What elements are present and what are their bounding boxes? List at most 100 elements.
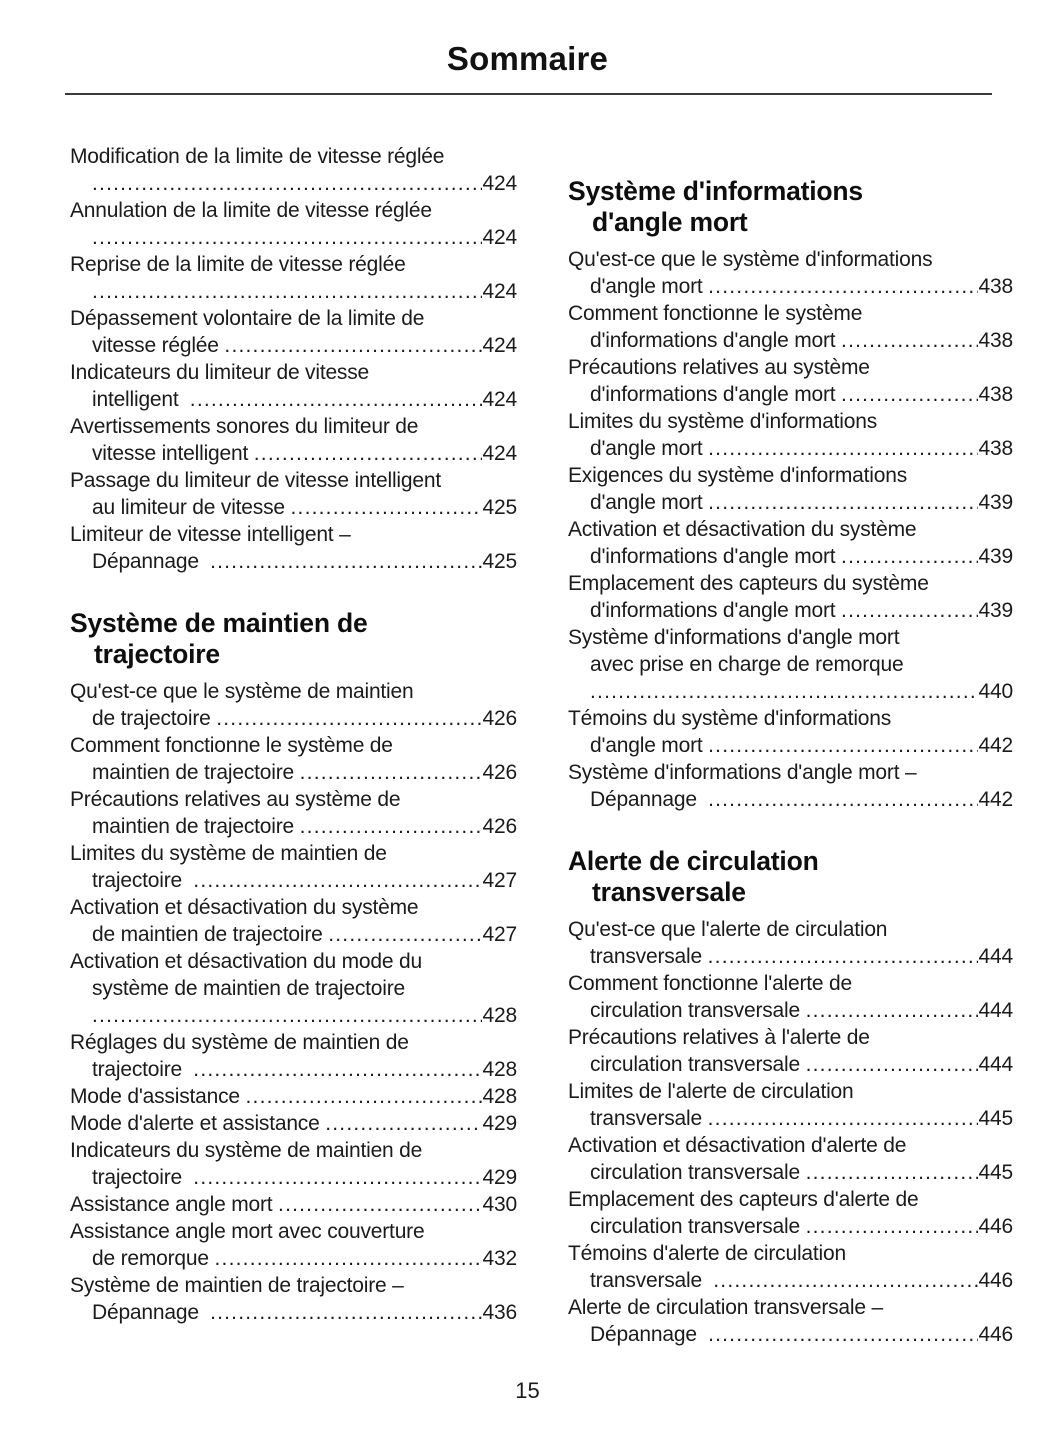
toc-page-ref: 438 [978, 437, 1014, 460]
dot-leader: ........................................… [290, 496, 482, 519]
toc-entry-line: Reprise de la limite de vitesse réglée [70, 253, 406, 276]
toc-column-right: Système d'informations d'angle mort Qu'est… [568, 143, 1013, 1348]
toc-page-ref: 444 [978, 1053, 1014, 1076]
toc-entry-line: vitesse intelligent ....................… [70, 440, 517, 467]
toc-page-ref: 442 [978, 788, 1014, 811]
toc-page-ref: 426 [482, 707, 518, 730]
toc-entry-text: trajectoire [92, 869, 194, 892]
toc-entry: Comment fonctionne l'alerte de circulatio… [568, 970, 1013, 1024]
toc-page-ref: 425 [482, 550, 518, 573]
toc-entry-text: transversale [590, 1107, 708, 1130]
toc-entry: Comment fonctionne le système de maintien… [70, 732, 517, 786]
toc-entry-line: Qu'est-ce que le système de maintien [70, 680, 414, 703]
dot-leader: ........................................… [193, 1058, 482, 1081]
toc-page-ref: 439 [978, 491, 1014, 514]
title-divider [65, 93, 992, 95]
dot-leader: ........................................… [92, 172, 482, 195]
toc-entry-text: trajectoire [92, 1166, 194, 1189]
dot-leader: ........................................… [92, 280, 482, 303]
toc-entry: Reprise de la limite de vitesse réglée..… [70, 251, 517, 305]
toc-entry: Emplacement des capteurs du système d'inf… [568, 570, 1013, 624]
toc-page-ref: 445 [978, 1161, 1014, 1184]
toc-column-left: Modification de la limite de vitesse rég… [70, 143, 517, 1348]
toc-entry: Activation et désactivation du système de… [70, 894, 517, 948]
dot-leader: ........................................… [245, 1085, 482, 1108]
toc-page-ref: 446 [978, 1323, 1014, 1346]
toc-entry-line: Dépannage ..............................… [70, 548, 517, 575]
toc-entry-line: Limiteur de vitesse intelligent – [70, 523, 351, 546]
toc-entry-line: trajectoire ............................… [70, 1056, 517, 1083]
toc-page-ref: 446 [978, 1269, 1014, 1292]
toc-entry-text: transversale [590, 945, 708, 968]
dot-leader: ........................................… [210, 1301, 481, 1324]
toc-entry-text: Dépannage [590, 788, 709, 811]
toc-entry-line: Dépannage ..............................… [568, 786, 1013, 813]
toc-entry-line: Emplacement des capteurs d'alerte de [568, 1188, 919, 1211]
toc-columns: Modification de la limite de vitesse rég… [70, 143, 1055, 1348]
dot-leader: ........................................… [707, 1107, 978, 1130]
toc-page-ref: 426 [482, 761, 518, 784]
toc-entry: Modification de la limite de vitesse rég… [70, 143, 517, 197]
toc-entry-line: d'informations d'angle mort ............… [568, 381, 1013, 408]
toc-entry: Passage du limiteur de vitesse intellige… [70, 467, 517, 521]
toc-page-ref: 429 [482, 1112, 518, 1135]
toc-entry: Annulation de la limite de vitesse réglé… [70, 197, 517, 251]
toc-entry-line: Annulation de la limite de vitesse réglé… [70, 199, 432, 222]
toc-entry-text: de remorque [92, 1247, 215, 1270]
dot-leader: ........................................… [708, 1323, 977, 1346]
toc-entry-line: d'informations d'angle mort ............… [568, 327, 1013, 354]
toc-entry-line: Système d'informations d'angle mort [568, 626, 900, 649]
toc-entry-line: Activation et désactivation du système [70, 896, 419, 919]
toc-page-ref: 438 [978, 329, 1014, 352]
toc-entry-text: Mode d'assistance [70, 1085, 246, 1108]
toc-entry-line: circulation transversale ...............… [568, 1159, 1013, 1186]
dot-leader: ........................................… [224, 334, 482, 357]
toc-page-ref: 438 [978, 383, 1014, 406]
dot-leader: ........................................… [708, 491, 977, 514]
dot-leader: ........................................… [841, 329, 978, 352]
toc-entry-line: trajectoire ............................… [70, 867, 517, 894]
section-heading-line: Alerte de circulation [568, 846, 819, 876]
toc-entry-text: d'informations d'angle mort [590, 599, 842, 622]
toc-entry: Activation et désactivation du mode du sy… [70, 948, 517, 1029]
toc-entry-text: vitesse réglée [92, 334, 225, 357]
toc-page-ref: 444 [978, 999, 1014, 1022]
toc-entry-line: Assistance angle mort ..................… [70, 1191, 517, 1218]
toc-entry-text: au limiteur de vitesse [92, 496, 291, 519]
toc-page-ref: 424 [482, 172, 518, 195]
toc-page-ref: 446 [978, 1215, 1014, 1238]
toc-entry-text: vitesse intelligent [92, 442, 254, 465]
dot-leader: ........................................… [299, 815, 482, 838]
dot-leader: ........................................… [708, 788, 977, 811]
toc-entry: Réglages du système de maintien de trajec… [70, 1029, 517, 1083]
toc-entry: Mode d'assistance ......................… [70, 1083, 517, 1110]
toc-page-ref: 444 [978, 945, 1014, 968]
dot-leader: ........................................… [841, 599, 978, 622]
toc-entry-line: Mode d'assistance ......................… [70, 1083, 517, 1110]
dot-leader: ........................................… [214, 1247, 482, 1270]
toc-entry-line: Exigences du système d'informations [568, 464, 908, 487]
toc-page-ref: 424 [482, 388, 518, 411]
toc-entry-line: Indicateurs du système de maintien de [70, 1139, 423, 1162]
toc-page-ref: 430 [482, 1193, 518, 1216]
dot-leader: ........................................… [210, 550, 481, 573]
toc-page-ref: 425 [482, 496, 518, 519]
page-number: 15 [515, 1378, 540, 1403]
toc-entry: Avertissements sonores du limiteur de vit… [70, 413, 517, 467]
dot-leader: ........................................… [328, 923, 481, 946]
dot-leader: ........................................… [92, 1004, 482, 1027]
dot-leader: ........................................… [708, 275, 977, 298]
toc-entry: Système d'informations d'angle mort avec … [568, 624, 1013, 705]
toc-entry-text: trajectoire [92, 1058, 194, 1081]
toc-entry-line: Activation et désactivation du mode du [70, 950, 422, 973]
toc-entry: Indicateurs du système de maintien de tra… [70, 1137, 517, 1191]
toc-entry: Mode d'alerte et assistance ............… [70, 1110, 517, 1137]
toc-entry-line: Alerte de circulation transversale – [568, 1296, 883, 1319]
toc-entry-line: Dépannage ..............................… [568, 1321, 1013, 1348]
toc-page-ref: 445 [978, 1107, 1014, 1130]
toc-entry-line: au limiteur de vitesse .................… [70, 494, 517, 521]
toc-entry-text: d'informations d'angle mort [590, 545, 842, 568]
toc-entry: Système d'informations d'angle mort – Dép… [568, 759, 1013, 813]
toc-entry: Limites du système de maintien de traject… [70, 840, 517, 894]
toc-entry-line: Emplacement des capteurs du système [568, 572, 929, 595]
